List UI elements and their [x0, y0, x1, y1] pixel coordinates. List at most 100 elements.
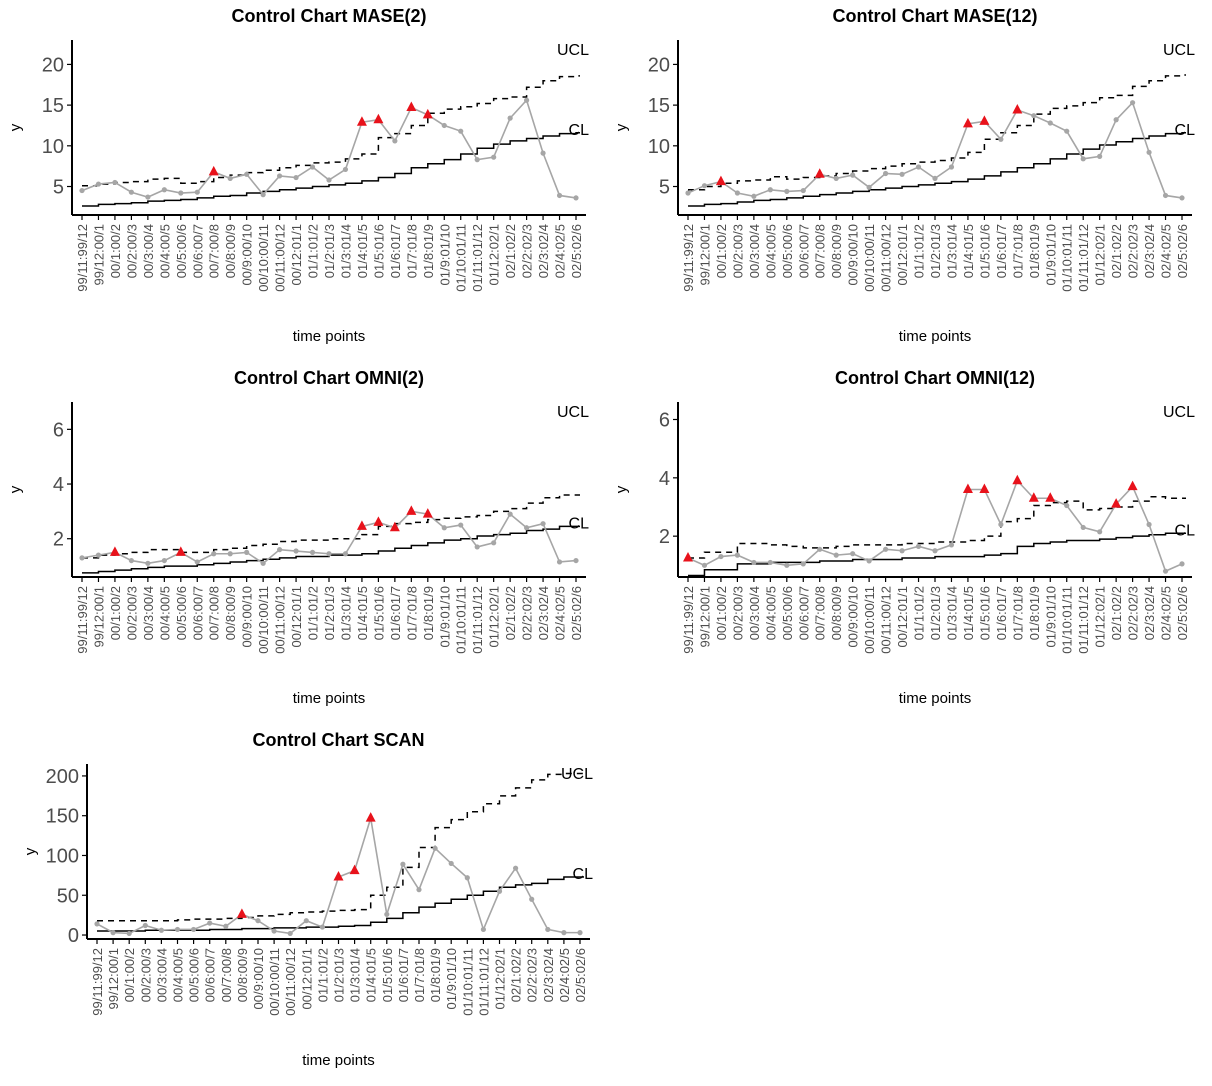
control-chart-mase-2-x-tick-label: 01/6:01/7	[388, 224, 403, 278]
control-chart-scan-data-point	[223, 923, 229, 929]
control-chart-mase-12-x-tick-label: 01/12:02/1	[1093, 224, 1108, 285]
chart-omni2-svg: Control Chart OMNI(2) 2 4 6 99/11:99/12 99/12…	[7, 368, 590, 707]
control-chart-mase-12-data-point	[883, 170, 889, 177]
control-chart-scan-x-tick-label: 02/2:02/3	[525, 948, 540, 1002]
control-chart-omni-2-x-tick-label: 00/5:00/6	[174, 586, 189, 640]
control-chart-scan-data-point	[110, 930, 116, 936]
control-chart-scan-x-tick-label: 00/5:00/6	[187, 948, 202, 1002]
control-chart-omni-2-cl-label: CL	[569, 515, 590, 532]
control-chart-mase-12-cl-label: CL	[1175, 122, 1196, 139]
chart-panel-omni2: Control Chart OMNI(2) 2 4 6 99/11:99/12 99/12…	[0, 362, 606, 724]
control-chart-mase-2-x-tick-label: 01/9:01/10	[437, 224, 452, 285]
control-chart-mase-12-ucl-line	[688, 74, 1186, 191]
control-chart-scan-x-tick-label: 01/4:01/5	[364, 948, 379, 1002]
control-chart-omni-12-data-point	[784, 562, 790, 568]
control-chart-omni-12-alarm-marker	[1045, 492, 1056, 502]
chart-scan-svg: Control Chart SCAN 0 50 100 150 200 99/11:99/1…	[22, 730, 593, 1069]
control-chart-mase-2-data-point	[507, 115, 513, 121]
control-chart-omni-12-x-tick-label: 01/10:01/11	[1060, 586, 1075, 654]
control-chart-omni-12-x-tick-label: 01/2:01/3	[928, 586, 943, 640]
control-chart-mase-2-y-axis-label: y	[7, 123, 24, 131]
control-chart-mase-2-x-tick-label: 00/11:00/12	[273, 224, 288, 292]
control-chart-omni-12-alarm-marker	[1028, 492, 1039, 502]
control-chart-mase-2-alarm-marker	[356, 116, 367, 126]
control-chart-mase-12-x-tick-label: 00/9:00/10	[846, 224, 861, 285]
control-chart-omni-12-data-point	[883, 546, 889, 552]
control-chart-mase-2-y-tick-label: 10	[42, 136, 64, 158]
control-chart-omni-12-x-tick-label: 00/10:00/11	[862, 586, 877, 654]
control-chart-omni-2-x-tick-label: 01/6:01/7	[388, 586, 403, 640]
control-chart-omni-2-alarm-marker	[406, 505, 417, 515]
control-chart-mase-2-data-point	[112, 179, 118, 186]
control-chart-scan-x-tick-label: 00/3:00/4	[154, 948, 169, 1002]
control-chart-scan-data-point	[384, 911, 390, 917]
control-chart-mase-2-data-point	[161, 187, 167, 193]
control-chart-mase-12-x-tick-label: 01/2:01/3	[928, 224, 943, 278]
control-chart-mase-12-x-tick-label: 02/4:02/5	[1159, 224, 1174, 278]
control-chart-scan-data-point	[416, 887, 422, 893]
control-chart-mase-2-data-point	[260, 192, 266, 198]
control-chart-mase-2-data-point	[227, 175, 233, 181]
control-chart-omni-2-data-point	[79, 555, 85, 561]
control-chart-scan-data-point	[561, 930, 567, 936]
control-chart-mase-2-x-tick-label: 00/4:00/5	[157, 224, 172, 278]
control-chart-scan-data-point	[464, 875, 470, 881]
control-chart-scan-x-tick-label: 01/8:01/9	[428, 948, 443, 1002]
control-chart-mase-12-x-tick-label: 00/5:00/6	[780, 224, 795, 278]
control-chart-omni-2-data-point	[326, 551, 332, 557]
control-chart-omni-12-data-point	[734, 552, 740, 558]
control-chart-mase-2-data-point	[293, 174, 299, 181]
control-chart-omni-2-x-tick-label: 01/12:02/1	[487, 586, 502, 647]
control-chart-mase-12-x-tick-label: 01/11:01/12	[1076, 224, 1091, 292]
control-chart-omni-2-data-point	[556, 559, 563, 565]
control-chart-omni-12-x-tick-label: 02/3:02/4	[1142, 586, 1157, 640]
control-chart-mase-2-x-tick-label: 01/8:01/9	[421, 224, 436, 278]
control-chart-omni-2-x-tick-label: 99/11:99/12	[75, 586, 90, 654]
control-chart-omni-12-data-point	[751, 559, 757, 566]
control-chart-omni-12-data-point	[1080, 524, 1086, 531]
control-chart-scan-cl-line	[97, 876, 584, 932]
control-chart-mase-2-x-tick-label: 00/6:00/7	[190, 224, 205, 278]
control-chart-scan-x-tick-label: 01/5:01/6	[380, 948, 395, 1002]
control-chart-omni-2-data-point	[293, 548, 299, 554]
control-chart-mase-2-x-tick-label: 01/3:01/4	[338, 224, 353, 278]
control-chart-omni-12-data-point	[800, 561, 806, 567]
control-chart-scan-data-point	[174, 926, 181, 933]
control-chart-mase-12-x-tick-label: 00/12:01/1	[895, 224, 910, 285]
control-chart-mase-12-x-tick-label: 01/9:01/10	[1043, 224, 1058, 285]
control-chart-mase-2-data-point	[524, 97, 530, 103]
control-chart-mase-12-data-point	[734, 190, 740, 196]
control-chart-mase-2-data-point	[194, 189, 200, 195]
control-chart-omni-2-data-point	[161, 557, 167, 564]
control-chart-mase-2-x-tick-label: 00/1:00/2	[108, 224, 123, 278]
control-chart-scan-alarm-marker	[349, 864, 360, 875]
control-chart-mase-2-x-tick-label: 02/1:02/2	[503, 224, 518, 278]
control-chart-mase-2-x-tick-label: 02/2:02/3	[520, 224, 535, 278]
control-chart-mase-12-x-tick-label: 00/6:00/7	[796, 224, 811, 278]
control-chart-omni-12-ucl-line	[688, 496, 1186, 559]
control-chart-mase-12-data-point	[1162, 192, 1169, 199]
control-chart-omni-2-data-point	[128, 557, 134, 564]
control-chart-omni-12-x-tick-label: 01/5:01/6	[977, 586, 992, 640]
control-chart-omni-12-x-tick-label: 99/12:00/1	[697, 586, 712, 647]
control-chart-mase-2-alarm-marker	[208, 165, 219, 176]
control-chart-mase-2-x-tick-label: 01/2:01/3	[322, 224, 337, 278]
control-chart-scan-data-point	[545, 926, 551, 933]
control-chart-mase-12-data-point	[1080, 156, 1086, 162]
control-chart-omni-2-x-tick-label: 99/12:00/1	[91, 586, 106, 647]
control-chart-omni-2-x-tick-label: 01/10:01/11	[454, 586, 469, 654]
control-chart-scan-x-tick-label: 02/5:02/6	[573, 948, 588, 1002]
control-chart-omni-2-x-tick-label: 01/9:01/10	[437, 586, 452, 647]
control-chart-scan-data-point	[271, 928, 277, 934]
control-chart-omni-2-data-point	[95, 552, 102, 558]
control-chart-scan-y-axis-label: y	[22, 847, 39, 855]
control-chart-scan-y-tick-label: 50	[57, 885, 79, 907]
control-chart-mase-12-alarm-marker	[1012, 104, 1023, 114]
control-chart-mase-2-cl-label: CL	[569, 122, 590, 139]
control-chart-mase-12-data-point	[1031, 113, 1037, 119]
control-chart-omni-2-data-point	[573, 557, 579, 564]
control-chart-omni-2-x-tick-label: 00/7:00/8	[207, 586, 222, 640]
control-chart-omni-2-x-tick-label: 01/7:01/8	[404, 586, 419, 640]
control-chart-mase-2-data-point	[128, 189, 134, 195]
control-chart-scan-data-point	[94, 921, 100, 927]
